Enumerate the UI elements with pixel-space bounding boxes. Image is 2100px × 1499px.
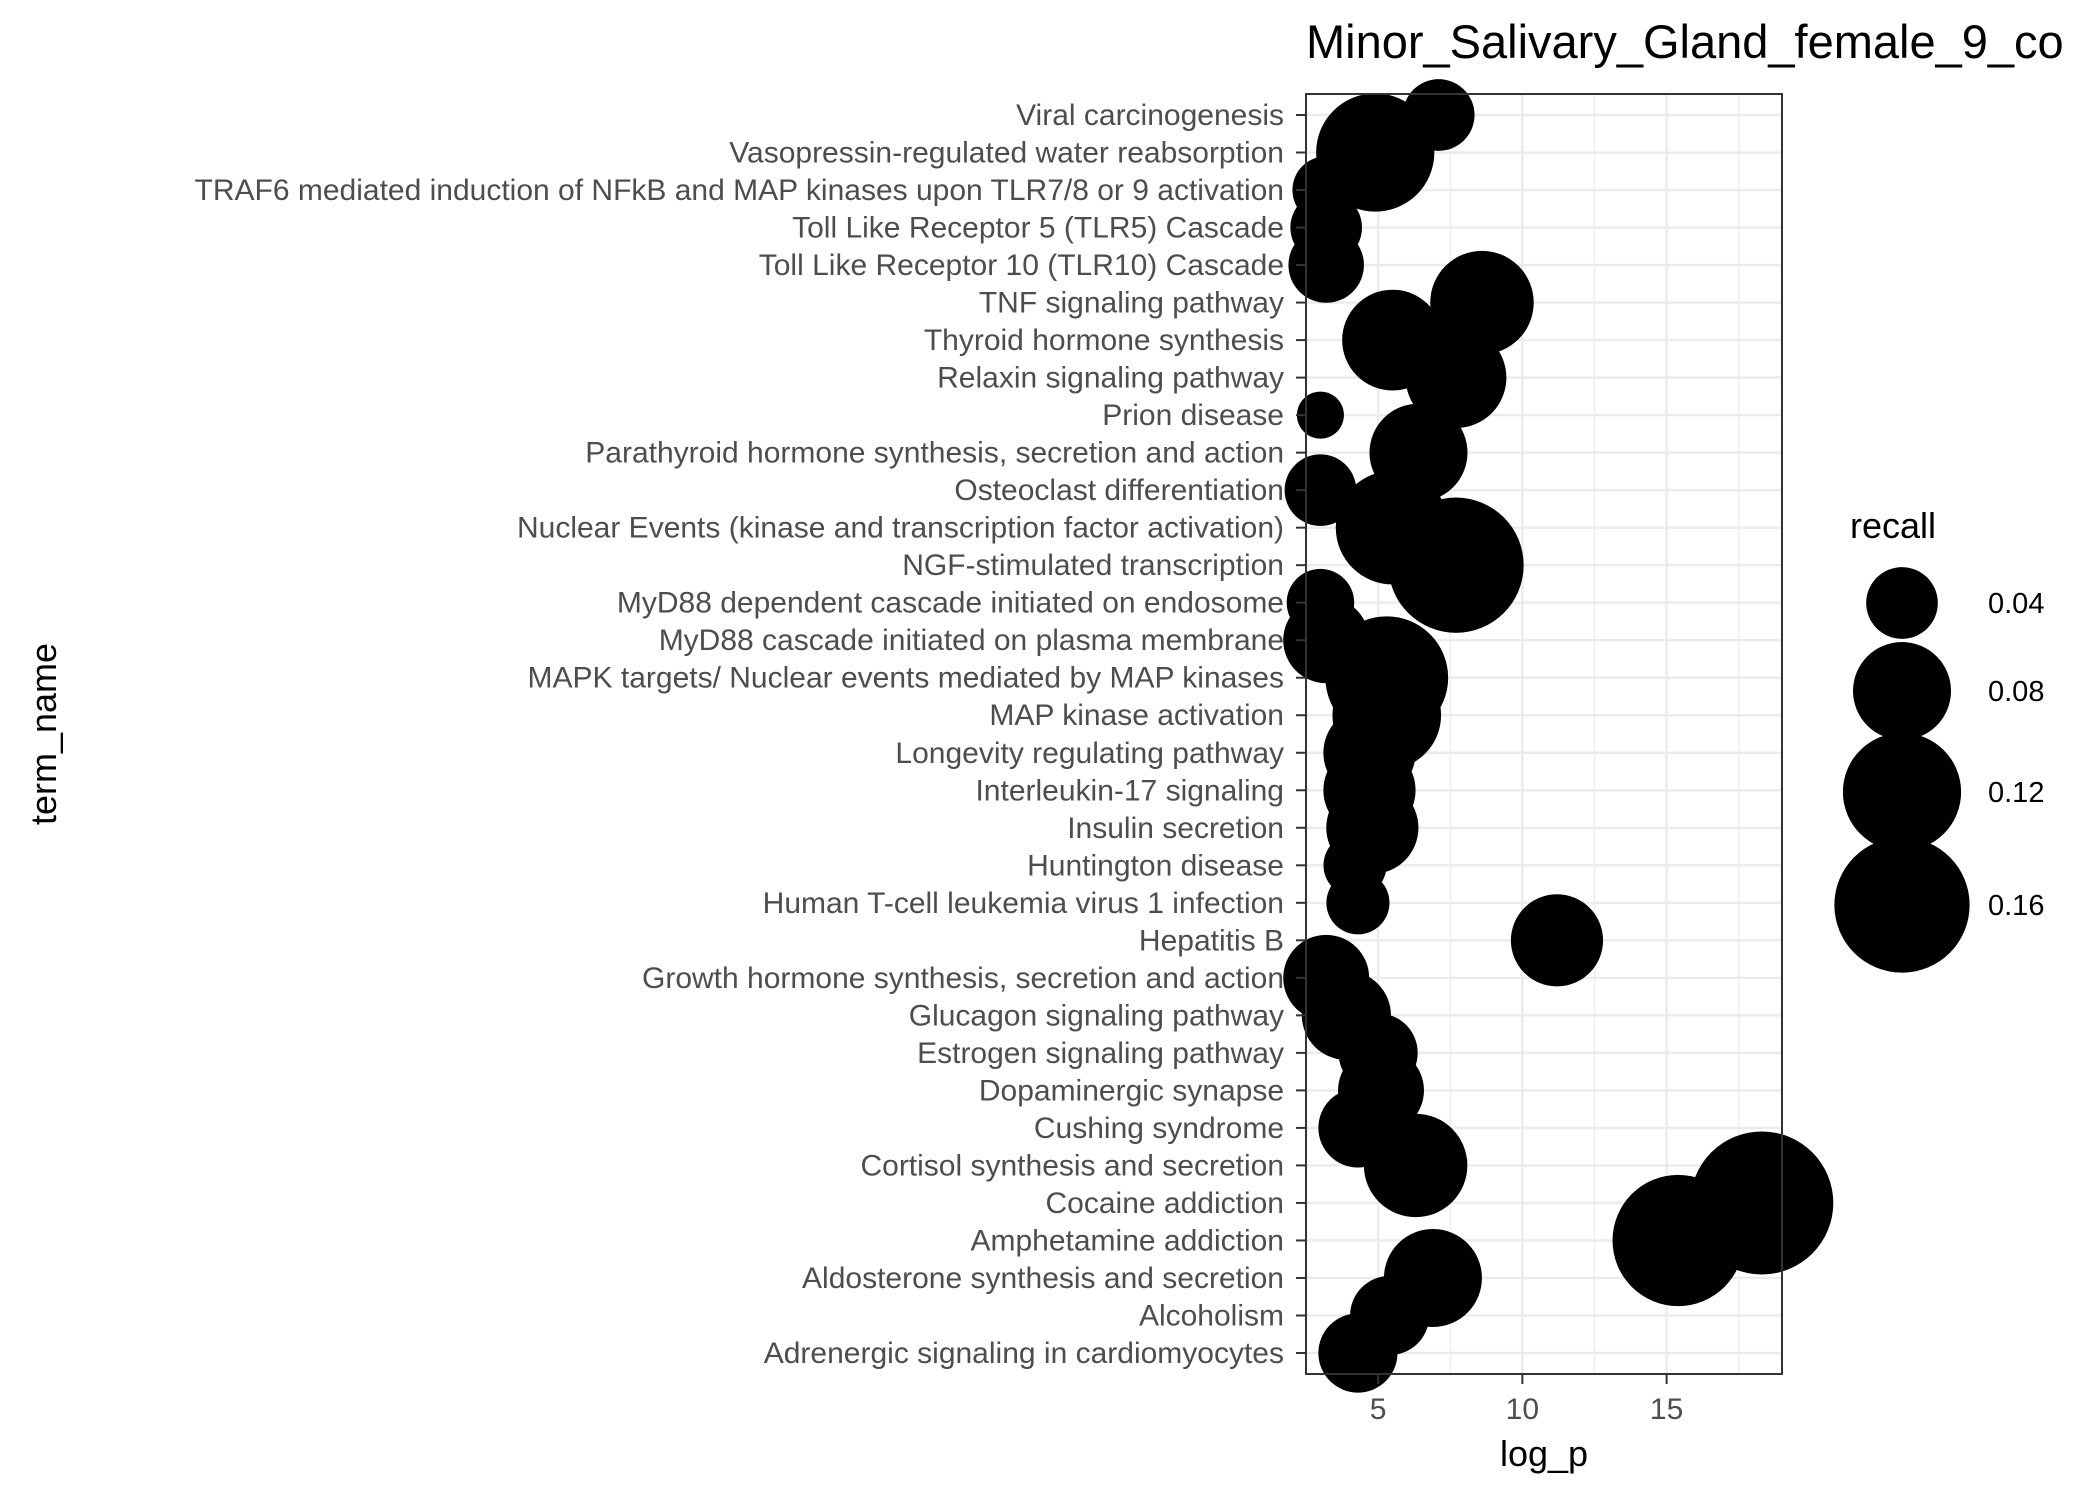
y-tick-label: Vasopressin-regulated water reabsorption (729, 137, 1284, 170)
y-tick-label: NGF-stimulated transcription (902, 549, 1284, 582)
y-tick-label: Relaxin signaling pathway (937, 362, 1284, 395)
y-tick-label: MAPK targets/ Nuclear events mediated by… (528, 662, 1284, 695)
y-tick-label: TRAF6 mediated induction of NFkB and MAP… (195, 174, 1284, 207)
chart-title: Minor_Salivary_Gland_female_9_co (1306, 15, 2064, 68)
y-tick-label: Osteoclast differentiation (954, 474, 1284, 507)
x-tick-label: 15 (1650, 1393, 1683, 1426)
y-tick-label: Thyroid hormone synthesis (924, 324, 1284, 357)
y-tick-label: Longevity regulating pathway (895, 737, 1284, 770)
legend-label: 0.08 (1988, 676, 2044, 708)
y-tick-label: Nuclear Events (kinase and transcription… (517, 512, 1284, 545)
x-axis: 5 10 15 (1370, 1374, 1683, 1426)
y-tick-label: Cocaine addiction (1046, 1187, 1285, 1220)
y-tick-label: TNF signaling pathway (979, 287, 1284, 320)
y-tick-label: Insulin secretion (1067, 812, 1284, 845)
y-tick-label: Interleukin-17 signaling (975, 774, 1284, 807)
panel-border (1305, 93, 1783, 1375)
x-axis-title: log_p (1500, 1433, 1588, 1474)
y-tick-label: Estrogen signaling pathway (917, 1037, 1284, 1070)
data-point (1296, 391, 1344, 439)
y-tick-label: Parathyroid hormone synthesis, secretion… (585, 437, 1284, 470)
y-tick-label: MyD88 dependent cascade initiated on end… (617, 587, 1284, 620)
y-tick-label: Human T-cell leukemia virus 1 infection (763, 887, 1284, 920)
y-tick-label: Adrenergic signaling in cardiomyocytes (764, 1337, 1284, 1370)
y-tick-label: MAP kinase activation (989, 699, 1284, 732)
y-tick-label: Dopaminergic synapse (979, 1074, 1284, 1107)
y-tick-label: Growth hormone synthesis, secretion and … (642, 962, 1284, 995)
y-axis-title: term_name (23, 643, 64, 825)
legend-label: 0.16 (1988, 890, 2044, 922)
y-tick-label: Huntington disease (1027, 849, 1284, 882)
legend-label: 0.04 (1988, 588, 2044, 620)
y-tick-label: Viral carcinogenesis (1016, 99, 1284, 132)
y-tick-label: Aldosterone synthesis and secretion (802, 1262, 1284, 1295)
y-tick-label: Prion disease (1102, 399, 1284, 432)
y-tick-label: Toll Like Receptor 10 (TLR10) Cascade (759, 249, 1284, 282)
data-points (1283, 79, 1834, 1393)
x-tick-label: 5 (1370, 1393, 1387, 1426)
y-axis: Viral carcinogenesis Vasopressin-regulate… (195, 99, 1306, 1370)
size-legend: recall 0.04 0.08 0.12 0.16 (1834, 505, 2044, 973)
legend-label: 0.12 (1988, 777, 2044, 809)
x-tick-label: 10 (1506, 1393, 1539, 1426)
data-point (1388, 497, 1524, 633)
y-tick-label: Glucagon signaling pathway (909, 999, 1284, 1032)
data-point (1284, 454, 1357, 526)
data-point (1288, 227, 1364, 303)
y-tick-label: Amphetamine addiction (970, 1224, 1284, 1257)
y-tick-label: Cushing syndrome (1034, 1112, 1284, 1145)
y-tick-label: MyD88 cascade initiated on plasma membra… (659, 624, 1284, 657)
y-tick-label: Toll Like Receptor 5 (TLR5) Cascade (792, 212, 1284, 245)
data-point (1405, 327, 1507, 428)
y-tick-label: Alcoholism (1139, 1299, 1284, 1332)
data-point (1612, 1174, 1744, 1307)
legend-key (1853, 642, 1951, 740)
data-point (1318, 1313, 1398, 1393)
y-tick-label: Cortisol synthesis and secretion (860, 1149, 1284, 1182)
legend-title: recall (1850, 505, 1936, 546)
legend-key (1834, 837, 1970, 973)
data-point (1326, 871, 1390, 935)
legend-key (1866, 567, 1938, 639)
data-point (1510, 894, 1604, 987)
data-point (1363, 1113, 1468, 1218)
grid (1305, 94, 1782, 1374)
legend-key (1842, 732, 1962, 852)
y-tick-label: Hepatitis B (1139, 924, 1284, 957)
